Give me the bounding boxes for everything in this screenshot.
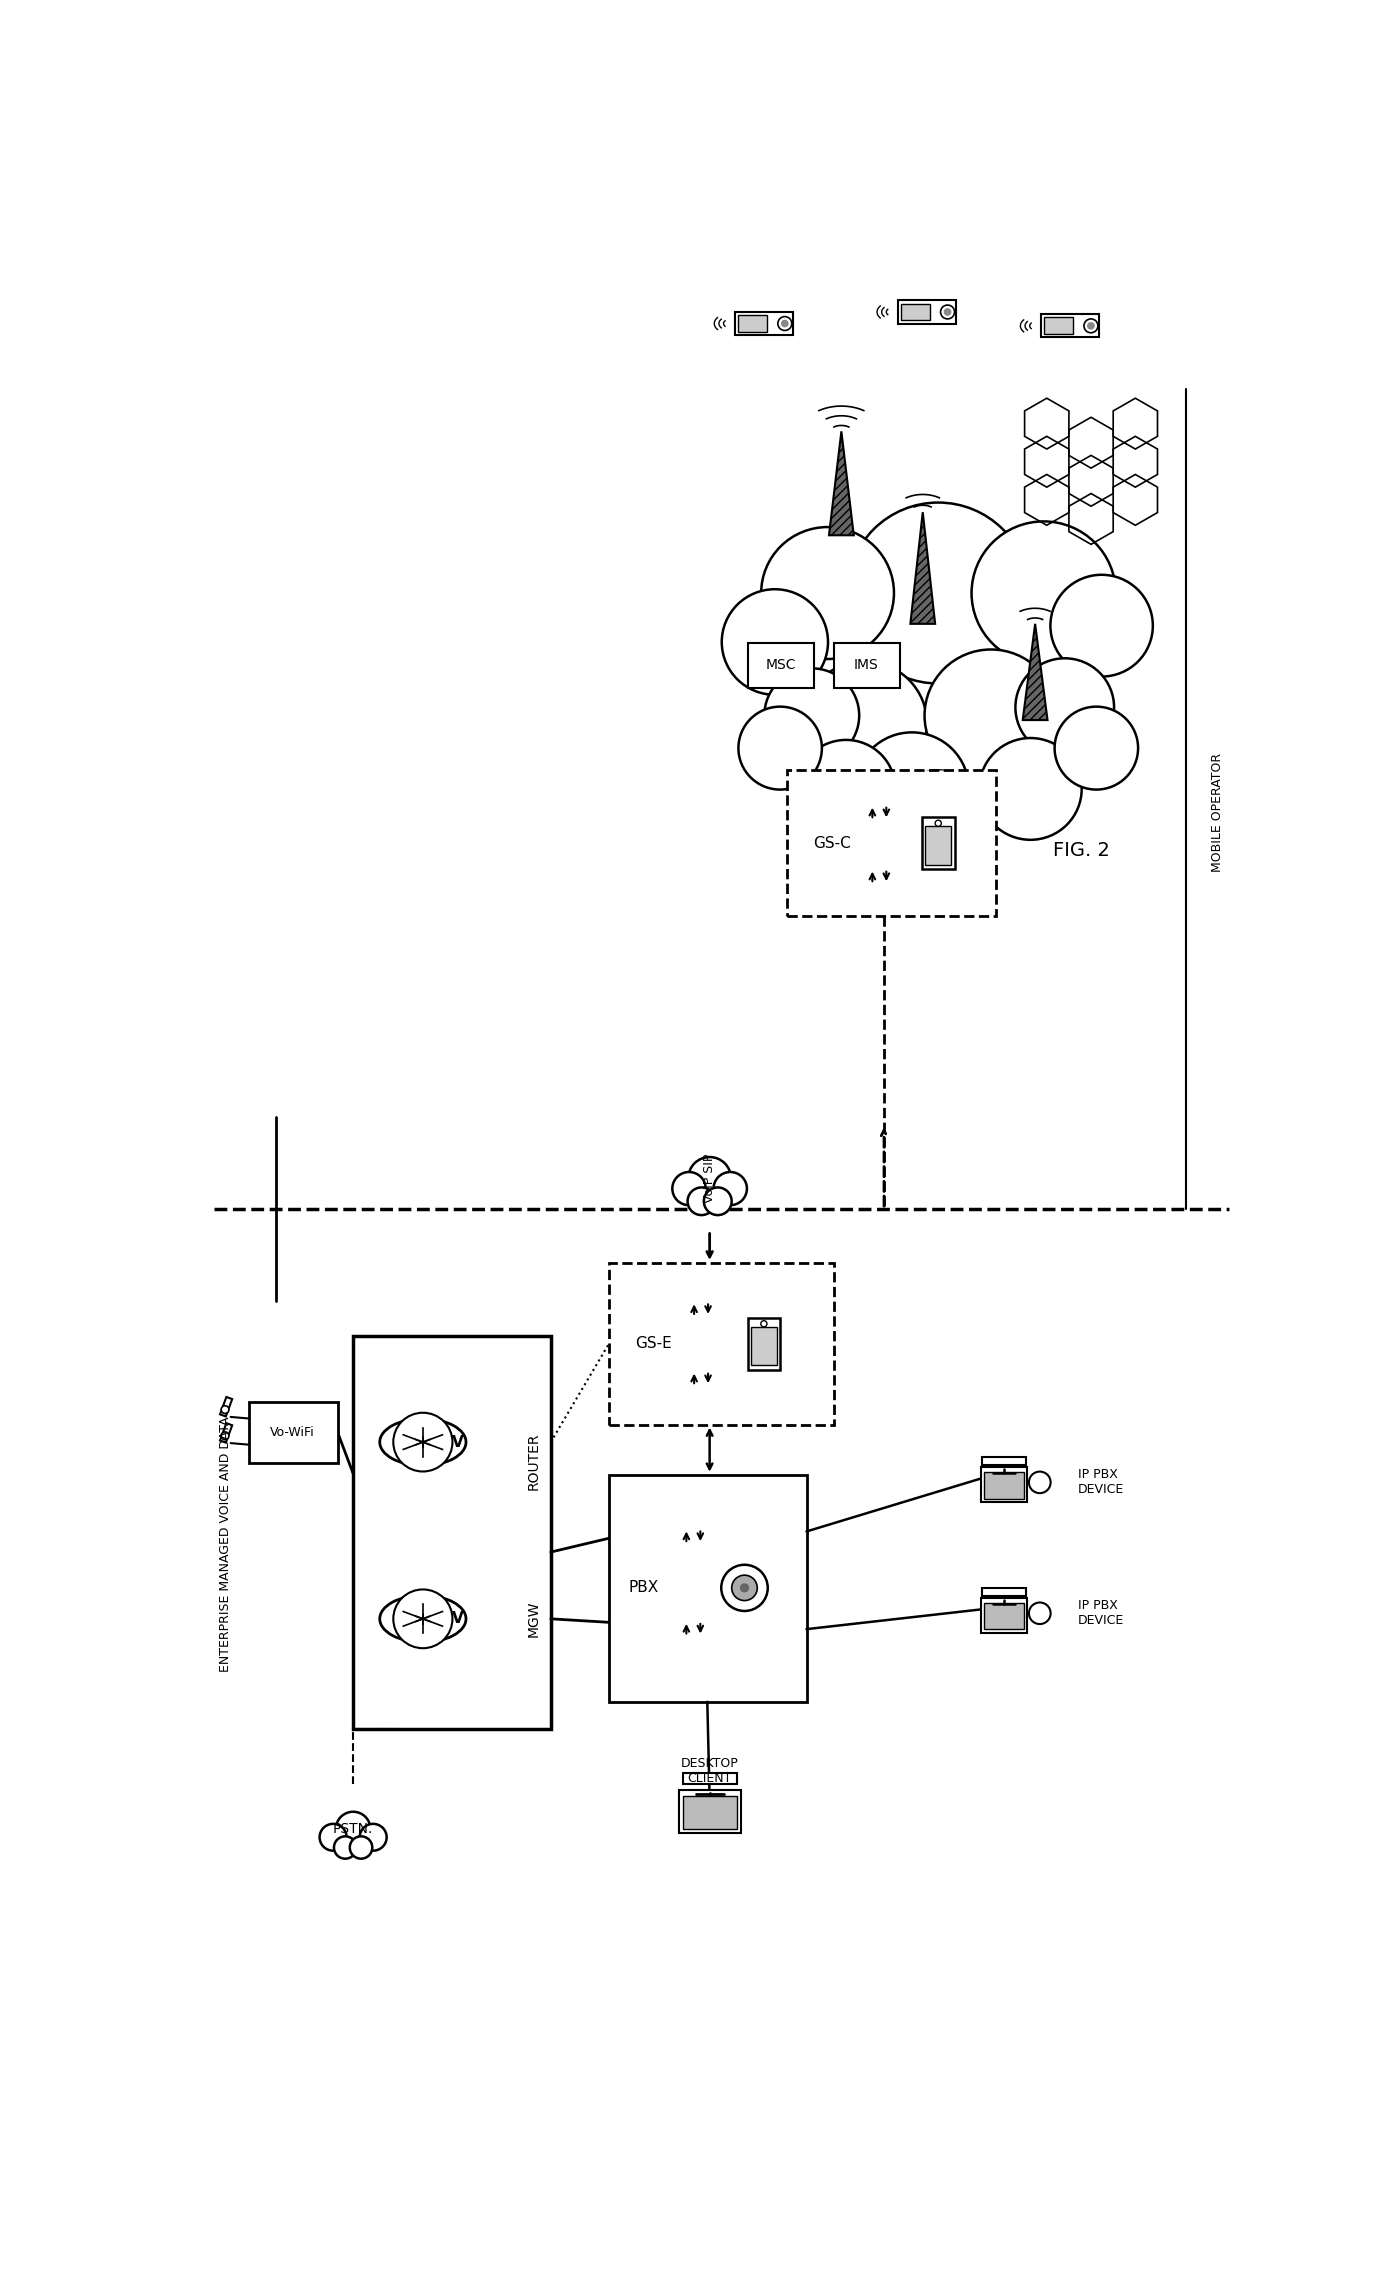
Circle shape xyxy=(971,522,1116,665)
Circle shape xyxy=(802,661,928,786)
Bar xyxy=(982,1456,1025,1465)
Circle shape xyxy=(940,305,954,319)
Circle shape xyxy=(979,738,1081,841)
Text: MGW: MGW xyxy=(526,1600,540,1636)
Text: DESKTOP
CLIENT: DESKTOP CLIENT xyxy=(681,1757,739,1784)
Circle shape xyxy=(722,1566,768,1611)
Polygon shape xyxy=(830,431,853,536)
Text: PSTN.: PSTN. xyxy=(333,1821,374,1837)
Text: FIG. 2: FIG. 2 xyxy=(1053,841,1109,861)
Circle shape xyxy=(319,1823,347,1851)
Text: V: V xyxy=(452,1611,463,1627)
Circle shape xyxy=(713,1171,747,1206)
Circle shape xyxy=(935,820,942,827)
Circle shape xyxy=(221,1406,229,1413)
Bar xyxy=(609,1263,834,1424)
Text: IP PBX
DEVICE: IP PBX DEVICE xyxy=(1077,1600,1123,1627)
Circle shape xyxy=(350,1837,372,1860)
Circle shape xyxy=(334,1837,357,1860)
Circle shape xyxy=(891,770,986,864)
Circle shape xyxy=(855,732,970,846)
Circle shape xyxy=(1084,319,1098,333)
Circle shape xyxy=(761,1320,767,1326)
Bar xyxy=(1041,315,1100,337)
Text: ENTERPRISE MANAGED VOICE AND DATA: ENTERPRISE MANAGED VOICE AND DATA xyxy=(218,1415,232,1673)
Text: VoIP SIP: VoIP SIP xyxy=(704,1153,716,1203)
Bar xyxy=(249,1402,337,1463)
Bar xyxy=(683,1773,737,1784)
Ellipse shape xyxy=(379,1418,466,1465)
Circle shape xyxy=(704,1187,732,1215)
Text: ROUTER: ROUTER xyxy=(526,1433,540,1490)
Bar xyxy=(736,312,793,335)
Bar xyxy=(922,818,954,871)
Text: IMS: IMS xyxy=(853,659,879,672)
Circle shape xyxy=(687,1187,715,1215)
Bar xyxy=(683,1796,737,1828)
Bar xyxy=(983,1472,1024,1500)
Circle shape xyxy=(781,319,789,328)
Text: V: V xyxy=(452,1433,463,1449)
Bar xyxy=(751,1326,776,1365)
Circle shape xyxy=(848,504,1030,684)
Circle shape xyxy=(1028,1472,1051,1493)
Bar xyxy=(788,770,996,916)
Bar xyxy=(981,1468,1027,1502)
Circle shape xyxy=(764,668,859,763)
Text: PBX: PBX xyxy=(628,1579,659,1595)
Circle shape xyxy=(944,308,951,317)
Circle shape xyxy=(739,706,821,789)
Polygon shape xyxy=(1023,624,1048,720)
Bar xyxy=(748,643,814,688)
Text: MSC: MSC xyxy=(765,659,796,672)
Bar xyxy=(679,1791,740,1832)
Ellipse shape xyxy=(379,1595,466,1643)
Bar xyxy=(983,1602,1024,1629)
Bar xyxy=(353,1335,551,1730)
Circle shape xyxy=(1055,706,1139,789)
Circle shape xyxy=(673,1171,705,1206)
Circle shape xyxy=(796,741,895,839)
Circle shape xyxy=(732,1575,757,1600)
Circle shape xyxy=(1016,659,1114,757)
Circle shape xyxy=(740,1584,748,1593)
Bar xyxy=(609,1475,806,1702)
Circle shape xyxy=(1028,1602,1051,1625)
Bar xyxy=(898,301,956,324)
Circle shape xyxy=(761,526,894,659)
Circle shape xyxy=(336,1812,371,1846)
Circle shape xyxy=(360,1823,386,1851)
Bar xyxy=(901,303,930,321)
Text: GS-E: GS-E xyxy=(635,1335,672,1351)
Text: MOBILE OPERATOR: MOBILE OPERATOR xyxy=(1210,752,1224,873)
Circle shape xyxy=(1051,574,1153,677)
Circle shape xyxy=(722,590,828,695)
Bar xyxy=(739,315,768,333)
Circle shape xyxy=(393,1588,452,1648)
Text: Vo-WiFi: Vo-WiFi xyxy=(270,1427,315,1438)
Bar xyxy=(747,1317,781,1370)
Circle shape xyxy=(925,650,1058,782)
Circle shape xyxy=(778,317,792,330)
Circle shape xyxy=(221,1431,229,1440)
Circle shape xyxy=(393,1413,452,1472)
Bar xyxy=(925,827,951,864)
Bar xyxy=(834,643,900,688)
Circle shape xyxy=(1087,321,1095,330)
Circle shape xyxy=(688,1158,730,1199)
Polygon shape xyxy=(911,513,935,624)
Bar xyxy=(982,1588,1025,1595)
Text: IP PBX
DEVICE: IP PBX DEVICE xyxy=(1077,1468,1123,1497)
Text: GS-C: GS-C xyxy=(813,836,851,850)
Bar xyxy=(981,1598,1027,1632)
Bar xyxy=(1045,317,1073,335)
